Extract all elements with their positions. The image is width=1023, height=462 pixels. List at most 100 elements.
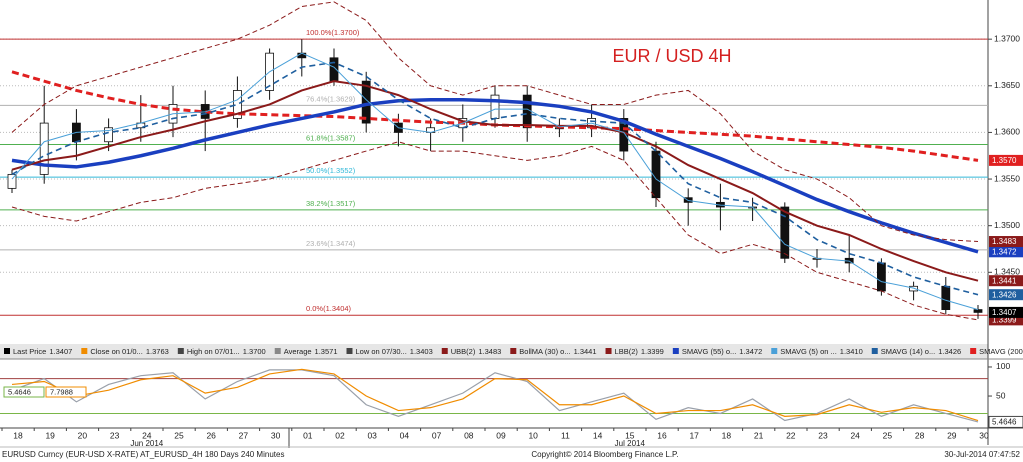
series-line — [11, 80, 979, 282]
legend-value: 1.3571 — [315, 347, 338, 356]
price-tag-label: 1.3399 — [992, 315, 1017, 324]
x-tick-label: 17 — [689, 430, 699, 440]
series-line — [11, 141, 979, 321]
legend-label: BollMA (30) o... — [519, 347, 570, 356]
oscillator-line — [11, 368, 979, 422]
legend-strip — [0, 344, 988, 359]
legend-value: 1.3441 — [574, 347, 597, 356]
x-tick-label: 23 — [110, 430, 120, 440]
x-tick-label: 18 — [722, 430, 732, 440]
x-tick-label: 19 — [45, 430, 55, 440]
y-tick-label: 1.3450 — [994, 267, 1020, 277]
x-tick-label: 30 — [979, 430, 989, 440]
legend-label: Average — [284, 347, 312, 356]
candle-body — [877, 262, 886, 292]
x-tick-label: 10 — [528, 430, 538, 440]
fib-label: 100.0%(1.3700) — [306, 28, 360, 37]
x-tick-label: 02 — [335, 430, 345, 440]
candle-body — [941, 285, 951, 311]
x-tick-label: 29 — [947, 430, 957, 440]
y-tick-label: 50 — [996, 390, 1006, 400]
legend-value: 1.3410 — [840, 347, 863, 356]
price-tag — [989, 154, 1023, 166]
legend-value: 1.3472 — [739, 347, 762, 356]
x-tick-label: 24 — [142, 430, 152, 440]
y-tick-label: 1.3650 — [994, 80, 1020, 90]
fib-label: 0.0%(1.3404) — [306, 304, 352, 313]
legend-box — [45, 386, 87, 398]
x-tick-label: 24 — [850, 430, 860, 440]
legend-value: 1.3407 — [49, 347, 72, 356]
legend-label: Low on 07/30... — [356, 347, 407, 356]
price-tag-label: 1.3472 — [992, 247, 1017, 256]
price-tag — [989, 246, 1023, 258]
candle-body — [651, 150, 661, 199]
legend-label: LBB(2) — [615, 347, 639, 356]
legend-label: High on 07/01... — [187, 347, 240, 356]
x-tick-label: 14 — [593, 430, 603, 440]
price-tag — [989, 275, 1023, 287]
legend-swatch — [441, 348, 448, 354]
value-tag-label: 5.4646 — [992, 418, 1017, 427]
price-tag — [989, 314, 1023, 326]
x-tick-label: 25 — [883, 430, 893, 440]
legend-swatch — [605, 348, 612, 354]
legend-swatch — [274, 348, 281, 354]
legend-swatch — [177, 348, 184, 354]
candle-body — [522, 94, 532, 129]
legend-label: SMAVG (55) o... — [682, 347, 736, 356]
price-tag — [989, 306, 1023, 318]
legend-label: SMAVG (200) ... — [979, 347, 1023, 356]
x-tick-label: 01 — [303, 430, 313, 440]
series-line — [11, 98, 979, 254]
y-tick-label: 1.3500 — [994, 220, 1020, 230]
series-line — [11, 52, 979, 311]
legend-swatch — [970, 348, 977, 354]
month-label: Jul 2014 — [615, 439, 646, 448]
y-tick-label: 1.3700 — [994, 33, 1020, 43]
legend-value: 5.4646 — [8, 387, 31, 396]
candle-body — [232, 90, 242, 119]
y-tick-label: 100 — [996, 361, 1010, 371]
fib-label: 76.4%(1.3629) — [306, 94, 356, 103]
legend-swatch — [4, 348, 10, 354]
legend-swatch — [672, 348, 679, 354]
x-tick-label: 07 — [432, 430, 442, 440]
legend-swatch — [81, 348, 88, 354]
legend-value: 1.3403 — [410, 347, 433, 356]
legend-box — [3, 386, 45, 398]
candle-body — [39, 122, 49, 175]
candle-body — [361, 80, 371, 124]
fib-label: 38.2%(1.3517) — [306, 199, 356, 208]
x-tick-label: 03 — [367, 430, 377, 440]
month-label: Jun 2014 — [130, 439, 163, 448]
footer-center: Copyright© 2014 Bloomberg Finance L.P. — [531, 450, 678, 459]
y-tick-label: 1.3600 — [994, 127, 1020, 137]
x-tick-label: 26 — [206, 430, 216, 440]
x-tick-label: 22 — [786, 430, 796, 440]
legend-swatch — [771, 348, 778, 354]
candle-body — [973, 309, 983, 313]
x-tick-label: 23 — [818, 430, 828, 440]
value-tag — [988, 415, 1023, 428]
candle-body — [104, 127, 113, 143]
legend-value: 1.3763 — [146, 347, 169, 356]
x-tick-label: 21 — [754, 430, 764, 440]
x-tick-label: 09 — [496, 430, 506, 440]
legend-swatch — [871, 348, 878, 354]
price-tag — [989, 236, 1023, 248]
series-line — [11, 61, 979, 296]
price-tag — [989, 289, 1023, 301]
price-tag-label: 1.3570 — [992, 156, 1017, 165]
legend-value: 1.3483 — [478, 347, 501, 356]
x-tick-label: 08 — [464, 430, 474, 440]
oscillator-line — [11, 369, 979, 423]
legend-label: SMAVG (5) on ... — [780, 347, 837, 356]
legend-label: Last Price — [13, 347, 46, 356]
x-tick-label: 16 — [657, 430, 667, 440]
price-tag-label: 1.3483 — [992, 237, 1017, 246]
legend-label: UBB(2) — [451, 347, 476, 356]
chart-title: EUR / USD 4H — [612, 46, 731, 66]
